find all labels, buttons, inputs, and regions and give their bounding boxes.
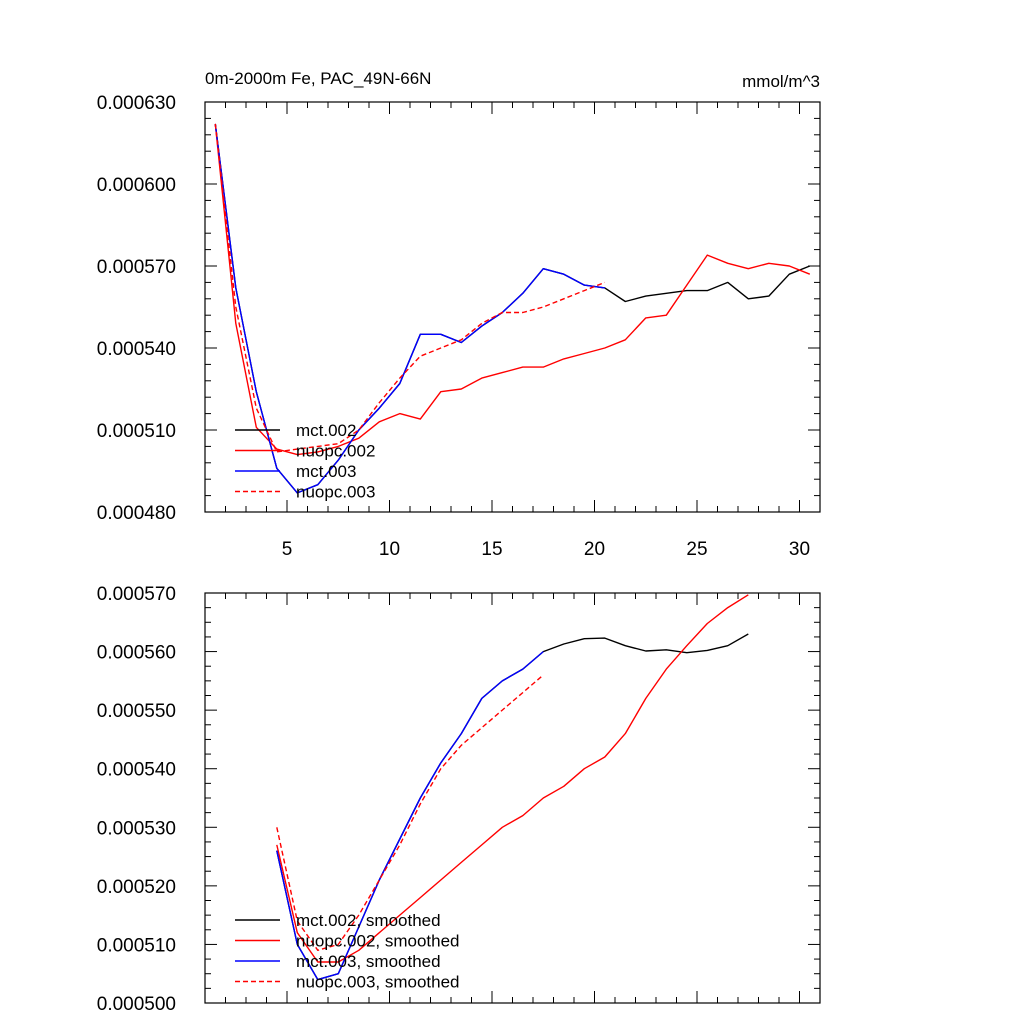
- x-tick-label: 20: [584, 539, 605, 560]
- y-tick-label: 0.000570: [97, 584, 176, 605]
- legend-label: mct.003: [296, 462, 356, 481]
- x-tick-label: 10: [379, 539, 400, 560]
- series-line: [214, 123, 811, 456]
- legend-label: mct.003, smoothed: [296, 952, 441, 971]
- y-tick-label: 0.000480: [97, 503, 176, 524]
- y-tick-label: 0.000500: [97, 994, 176, 1015]
- y-tick-label: 0.000540: [97, 760, 176, 781]
- x-tick-label: 15: [481, 539, 502, 560]
- legend-label: nuopc.003, smoothed: [296, 973, 460, 992]
- y-tick-label: 0.000540: [97, 339, 176, 360]
- bottom-legend: mct.002, smoothed nuopc.002, smoothedmct.…: [235, 911, 460, 992]
- series-line: [214, 123, 605, 494]
- y-tick-label: 0.000560: [97, 643, 176, 664]
- bottom-ticks: 0.000500 0.000510 0.000520 0.000530 0.000540…: [97, 584, 821, 1015]
- y-tick-label: 0.000510: [97, 421, 176, 442]
- y-tick-label: 0.000550: [97, 701, 176, 722]
- bottom-series: [276, 594, 749, 981]
- x-tick-label: 30: [789, 539, 810, 560]
- y-tick-label: 0.000530: [97, 818, 176, 839]
- legend-label: mct.002, smoothed: [296, 911, 441, 930]
- series-line: [276, 594, 749, 963]
- y-tick-label: 0.000510: [97, 935, 176, 956]
- legend-label: nuopc.002: [296, 442, 375, 461]
- top-ticks: 5 10 15 20 25 30 0.000480 0.000510 0.000540 0.000…: [97, 93, 821, 560]
- top-series: [214, 123, 811, 494]
- series-line: [214, 123, 606, 453]
- series-line: [276, 674, 544, 951]
- bottom-panel: 0.000500 0.000510 0.000520 0.000530 0.000540…: [97, 584, 821, 1015]
- legend-label: mct.002: [296, 421, 356, 440]
- y-tick-label: 0.000520: [97, 877, 176, 898]
- x-tick-label: 25: [686, 539, 707, 560]
- legend-label: nuopc.002, smoothed: [296, 932, 460, 951]
- legend-label: nuopc.003: [296, 483, 375, 502]
- y-tick-label: 0.000570: [97, 257, 176, 278]
- top-panel: 0m-2000m Fe, PAC_49N-66N mmol/m^3 5 10 15 2…: [97, 69, 821, 560]
- x-tick-label: 5: [282, 539, 293, 560]
- y-tick-label: 0.000600: [97, 175, 176, 196]
- y-tick-label: 0.000630: [97, 93, 176, 114]
- top-chart-units: mmol/m^3: [742, 72, 820, 91]
- series-line: [276, 651, 544, 981]
- top-chart-title: 0m-2000m Fe, PAC_49N-66N: [205, 69, 431, 88]
